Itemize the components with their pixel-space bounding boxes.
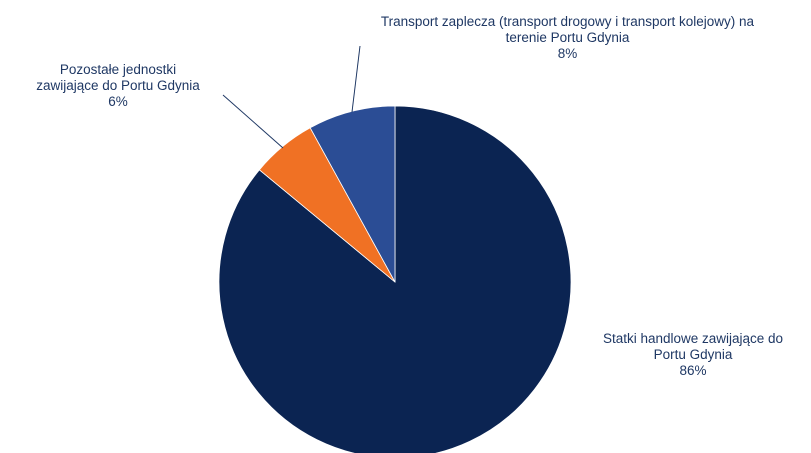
category-label: Pozostałe jednostki zawijające do Portu … bbox=[36, 62, 200, 93]
slice-label: Statki handlowe zawijające do Portu Gdyn… bbox=[598, 331, 788, 379]
slice-label: Transport zaplecza (transport drogowy i … bbox=[370, 14, 765, 62]
value-label: 8% bbox=[557, 46, 578, 61]
category-label: Statki handlowe zawijające do Portu Gdyn… bbox=[602, 331, 784, 362]
leader-line bbox=[351, 45, 361, 113]
pie-slice bbox=[218, 105, 572, 453]
category-label: Transport zaplecza (transport drogowy i … bbox=[380, 14, 755, 45]
leader-line bbox=[222, 94, 284, 149]
pie-slice bbox=[309, 105, 396, 283]
value-label: 86% bbox=[679, 363, 707, 378]
value-label: 6% bbox=[108, 94, 128, 109]
slice-label: Pozostałe jednostki zawijające do Portu … bbox=[30, 62, 206, 110]
